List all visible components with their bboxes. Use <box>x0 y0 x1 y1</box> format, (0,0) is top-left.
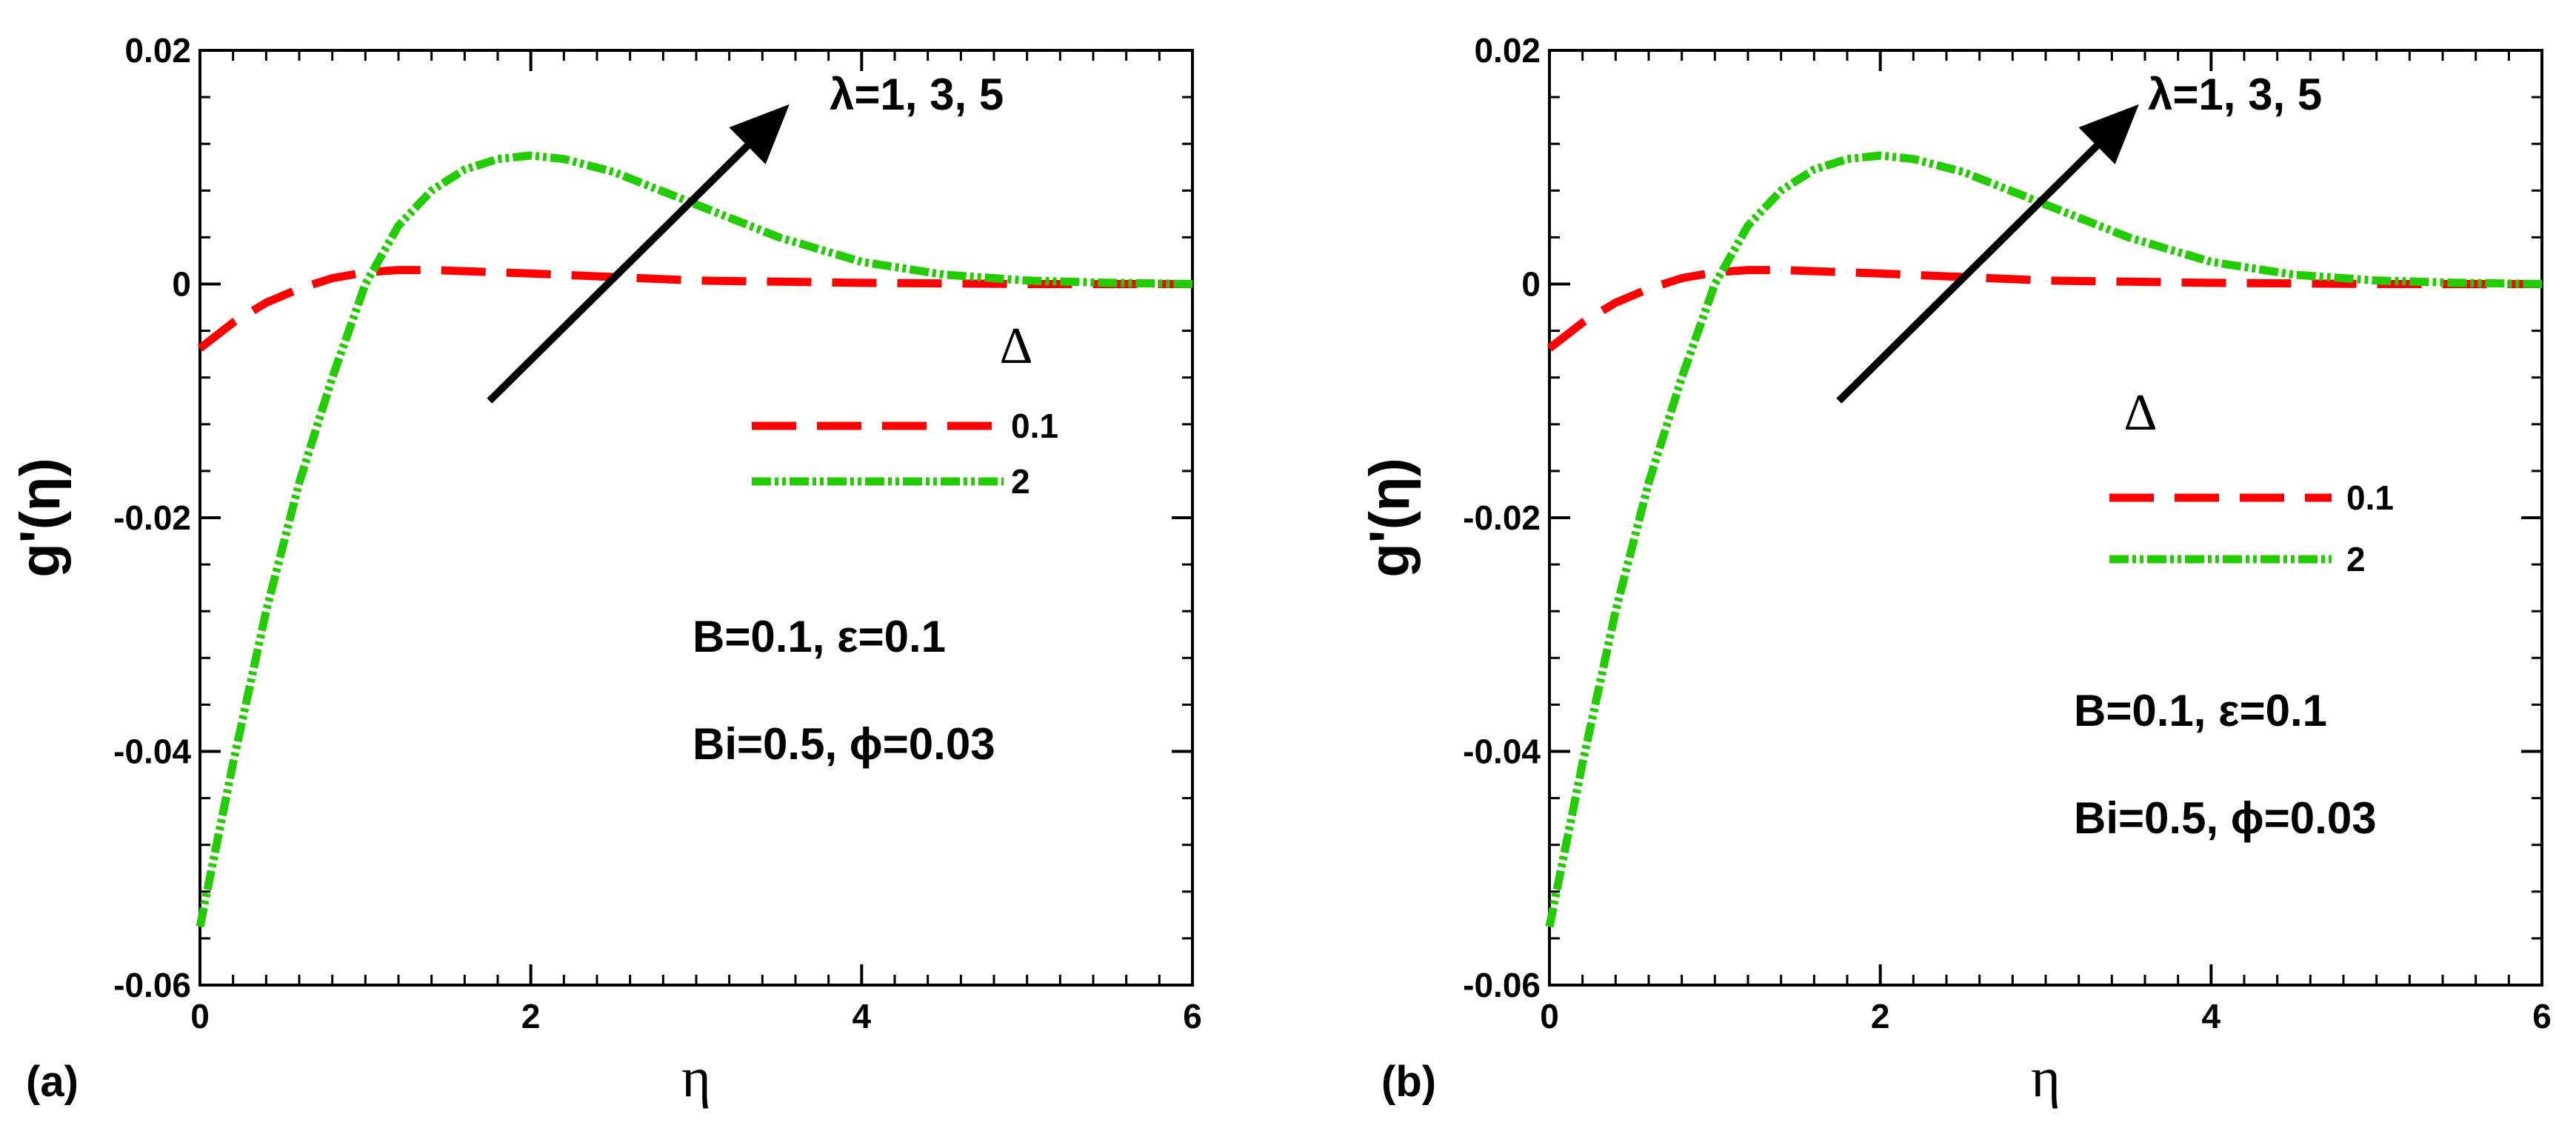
x-tick-label: 2 <box>1871 997 1890 1035</box>
parameter-annotation: Bi=0.5, ϕ=0.03 <box>693 719 995 769</box>
trend-arrow <box>487 104 790 404</box>
parameter-annotation: Bi=0.5, ϕ=0.03 <box>2074 793 2377 843</box>
data-point <box>2376 280 2378 281</box>
x-tick-label: 2 <box>521 997 541 1035</box>
panel-label: (b) <box>1381 1058 1436 1106</box>
legend-title: Δ <box>999 318 1032 375</box>
legend-title: Δ <box>2123 384 2157 441</box>
data-point <box>1681 377 1683 378</box>
data-point <box>861 282 862 284</box>
data-point <box>1615 302 1616 304</box>
data-point <box>1813 169 1815 170</box>
y-tick-label: -0.06 <box>1463 966 1541 1004</box>
data-point <box>1549 347 1550 349</box>
data-point <box>1880 273 1881 274</box>
trend-arrow <box>1836 104 2139 404</box>
x-tick-label: 6 <box>2532 997 2552 1035</box>
data-point <box>1880 155 1881 156</box>
data-point <box>2128 281 2129 282</box>
data-point <box>298 288 300 290</box>
data-point <box>298 482 300 484</box>
y-tick-label: -0.06 <box>113 966 191 1004</box>
x-axis-title: η <box>681 1047 711 1109</box>
data-point <box>265 610 267 612</box>
plot-frame <box>198 49 1194 987</box>
y-tick-label: 0 <box>1521 265 1541 304</box>
data-point <box>1582 762 1584 764</box>
data-point <box>530 155 532 156</box>
y-tick-label: -0.04 <box>113 733 191 771</box>
x-tick-label: 6 <box>1183 997 1202 1035</box>
data-point <box>398 225 399 227</box>
data-point <box>613 171 614 173</box>
x-tick-label: 4 <box>852 997 872 1035</box>
panel-label: (a) <box>26 1058 79 1106</box>
y-tick-label: 0 <box>172 265 191 304</box>
data-point <box>2210 282 2212 284</box>
y-tick-label: -0.04 <box>1463 733 1541 771</box>
x-tick-label: 4 <box>2202 997 2221 1035</box>
data-point <box>2210 261 2212 263</box>
plot-frame <box>1548 49 2543 987</box>
data-point <box>199 347 201 349</box>
data-point <box>1813 270 1815 272</box>
data-point <box>778 281 780 282</box>
x-axis-title: η <box>2031 1047 2061 1109</box>
series-line-2 <box>1545 151 2543 928</box>
legend-entry-label: 2 <box>2346 540 2366 578</box>
y-tick-label: -0.02 <box>1463 498 1541 537</box>
data-point <box>695 204 697 205</box>
data-point <box>2293 274 2295 276</box>
chart-panel-a: 0 2 4 6 -0.06 -0.04 -0.02 0 0.02 η g'(η) (a) λ=1, 3,… <box>9 31 1202 1109</box>
data-point <box>332 377 333 378</box>
data-point <box>265 302 267 304</box>
data-point <box>695 280 697 281</box>
parameter-annotation: B=0.1, ε=0.1 <box>2074 686 2327 735</box>
x-tick-label: 0 <box>1540 997 1559 1035</box>
data-point <box>861 261 862 263</box>
legend-entry-label: 0.1 <box>1011 407 1058 445</box>
series-line-2 <box>196 151 1193 928</box>
y-axis-title: g'(η) <box>9 458 72 578</box>
data-point <box>1615 610 1616 612</box>
y-axis-title: g'(η) <box>1358 458 1421 578</box>
parameter-annotation: B=0.1, ε=0.1 <box>693 612 946 661</box>
legend-entry-label: 0.1 <box>2346 478 2394 517</box>
data-point <box>778 236 780 238</box>
y-tick-label: 0.02 <box>124 31 191 70</box>
data-point <box>530 273 532 274</box>
legend-entry-label: 2 <box>1011 462 1030 501</box>
data-point <box>364 272 366 273</box>
arrow-label: λ=1, 3, 5 <box>830 70 1004 119</box>
data-point <box>431 190 433 191</box>
arrow-label: λ=1, 3, 5 <box>2148 70 2322 119</box>
data-point <box>464 270 465 272</box>
data-point <box>2128 236 2129 238</box>
chart-panel-b: 0 2 4 6 -0.06 -0.04 -0.02 0 0.02 η g'(η) (b) λ=1, 3,… <box>1358 31 2552 1109</box>
data-point <box>1582 322 1584 324</box>
data-point <box>1846 272 1848 273</box>
data-point <box>944 274 945 276</box>
y-tick-label: 0.02 <box>1474 31 1541 70</box>
y-tick-label: -0.02 <box>113 498 191 537</box>
data-point <box>1747 225 1749 227</box>
data-point <box>464 169 465 170</box>
data-point <box>2458 282 2460 284</box>
x-tick-label: 0 <box>190 997 210 1035</box>
